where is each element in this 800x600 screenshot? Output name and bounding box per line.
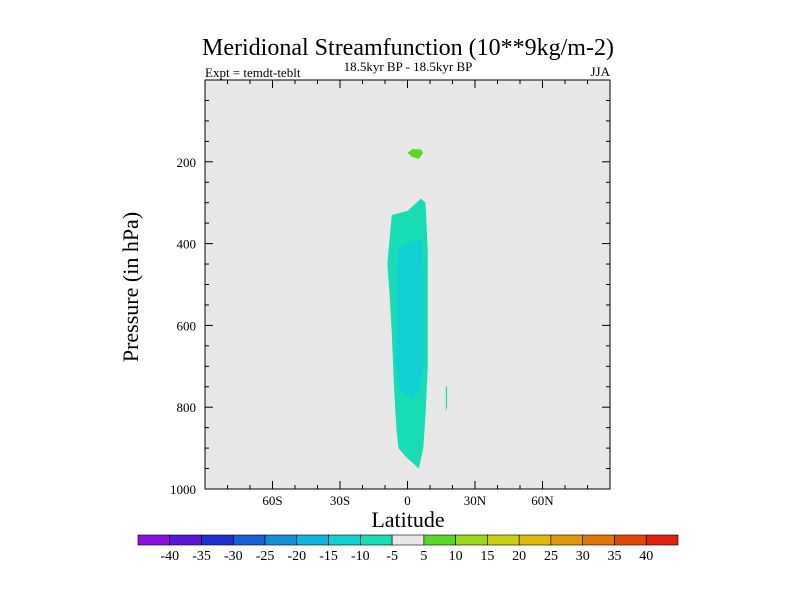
- colorbar-label: -35: [192, 549, 211, 564]
- experiment-annotation: Expt = temdt-teblt: [205, 65, 301, 80]
- colorbar-swatch: [423, 534, 456, 546]
- colorbar-label: 35: [607, 549, 621, 564]
- colorbar-label: -20: [287, 549, 306, 564]
- colorbar-swatch: [264, 534, 298, 546]
- y-tick-label: 400: [177, 237, 197, 252]
- chart-subtitle: 18.5kyr BP - 18.5kyr BP: [344, 59, 473, 74]
- colorbar-swatch: [296, 534, 329, 546]
- contour-negative-sliver: [445, 386, 448, 412]
- contour-positive-blob-upper: [407, 149, 424, 159]
- colorbar-label: 25: [544, 549, 558, 564]
- colorbar-label: -15: [319, 549, 338, 564]
- colorbar-swatch: [645, 534, 679, 546]
- colorbar-swatch: [360, 534, 393, 546]
- colorbar-label: -5: [386, 549, 398, 564]
- colorbar-swatch: [550, 534, 584, 546]
- chart-title: Meridional Streamfunction (10**9kg/m-2): [202, 35, 614, 61]
- colorbar-label: -25: [256, 549, 275, 564]
- colorbar-label: -30: [224, 549, 243, 564]
- colorbar-label: 20: [512, 549, 526, 564]
- colorbar-swatch: [391, 534, 425, 546]
- colorbar-label: 10: [449, 549, 463, 564]
- y-tick-label: 600: [177, 318, 197, 333]
- y-tick-label: 1000: [170, 482, 196, 497]
- colorbar-swatch: [137, 534, 171, 546]
- colorbar: -40 -35 -30 -25 -20 -15 -10 -5 5 10 15 20 25 30 35 40: [137, 534, 679, 564]
- colorbar-swatch: [614, 534, 647, 546]
- colorbar-swatch: [518, 534, 552, 546]
- colorbar-label: 40: [639, 549, 653, 564]
- colorbar-swatch: [582, 534, 615, 546]
- colorbar-swatch: [487, 534, 520, 546]
- colorbar-swatch: [455, 534, 488, 546]
- y-axis-label: Pressure (in hPa): [118, 212, 143, 362]
- x-tick-label: 0: [404, 493, 411, 508]
- colorbar-label: 5: [420, 549, 427, 564]
- contour-regions: [387, 149, 448, 469]
- y-tick-label: 200: [177, 155, 197, 170]
- x-tick-label: 30N: [464, 493, 487, 508]
- y-tick-label: 800: [177, 400, 197, 415]
- axis-ticks: 60S 30S 0 30N 60N 200 400 600 800 1000: [170, 80, 611, 508]
- colorbar-label: -10: [351, 549, 370, 564]
- colorbar-swatch: [169, 534, 202, 546]
- colorbar-swatch: [232, 534, 266, 546]
- colorbar-label: -40: [160, 549, 179, 564]
- contour-negative-cell-inner: [396, 239, 424, 399]
- x-tick-label: 30S: [330, 493, 350, 508]
- x-axis-label: Latitude: [371, 507, 444, 532]
- colorbar-swatch: [201, 534, 234, 546]
- colorbar-swatch: [328, 534, 361, 546]
- season-annotation: JJA: [590, 64, 610, 79]
- x-tick-label: 60N: [531, 493, 554, 508]
- colorbar-label: 30: [576, 549, 590, 564]
- x-tick-label: 60S: [262, 493, 282, 508]
- colorbar-label: 15: [480, 549, 494, 564]
